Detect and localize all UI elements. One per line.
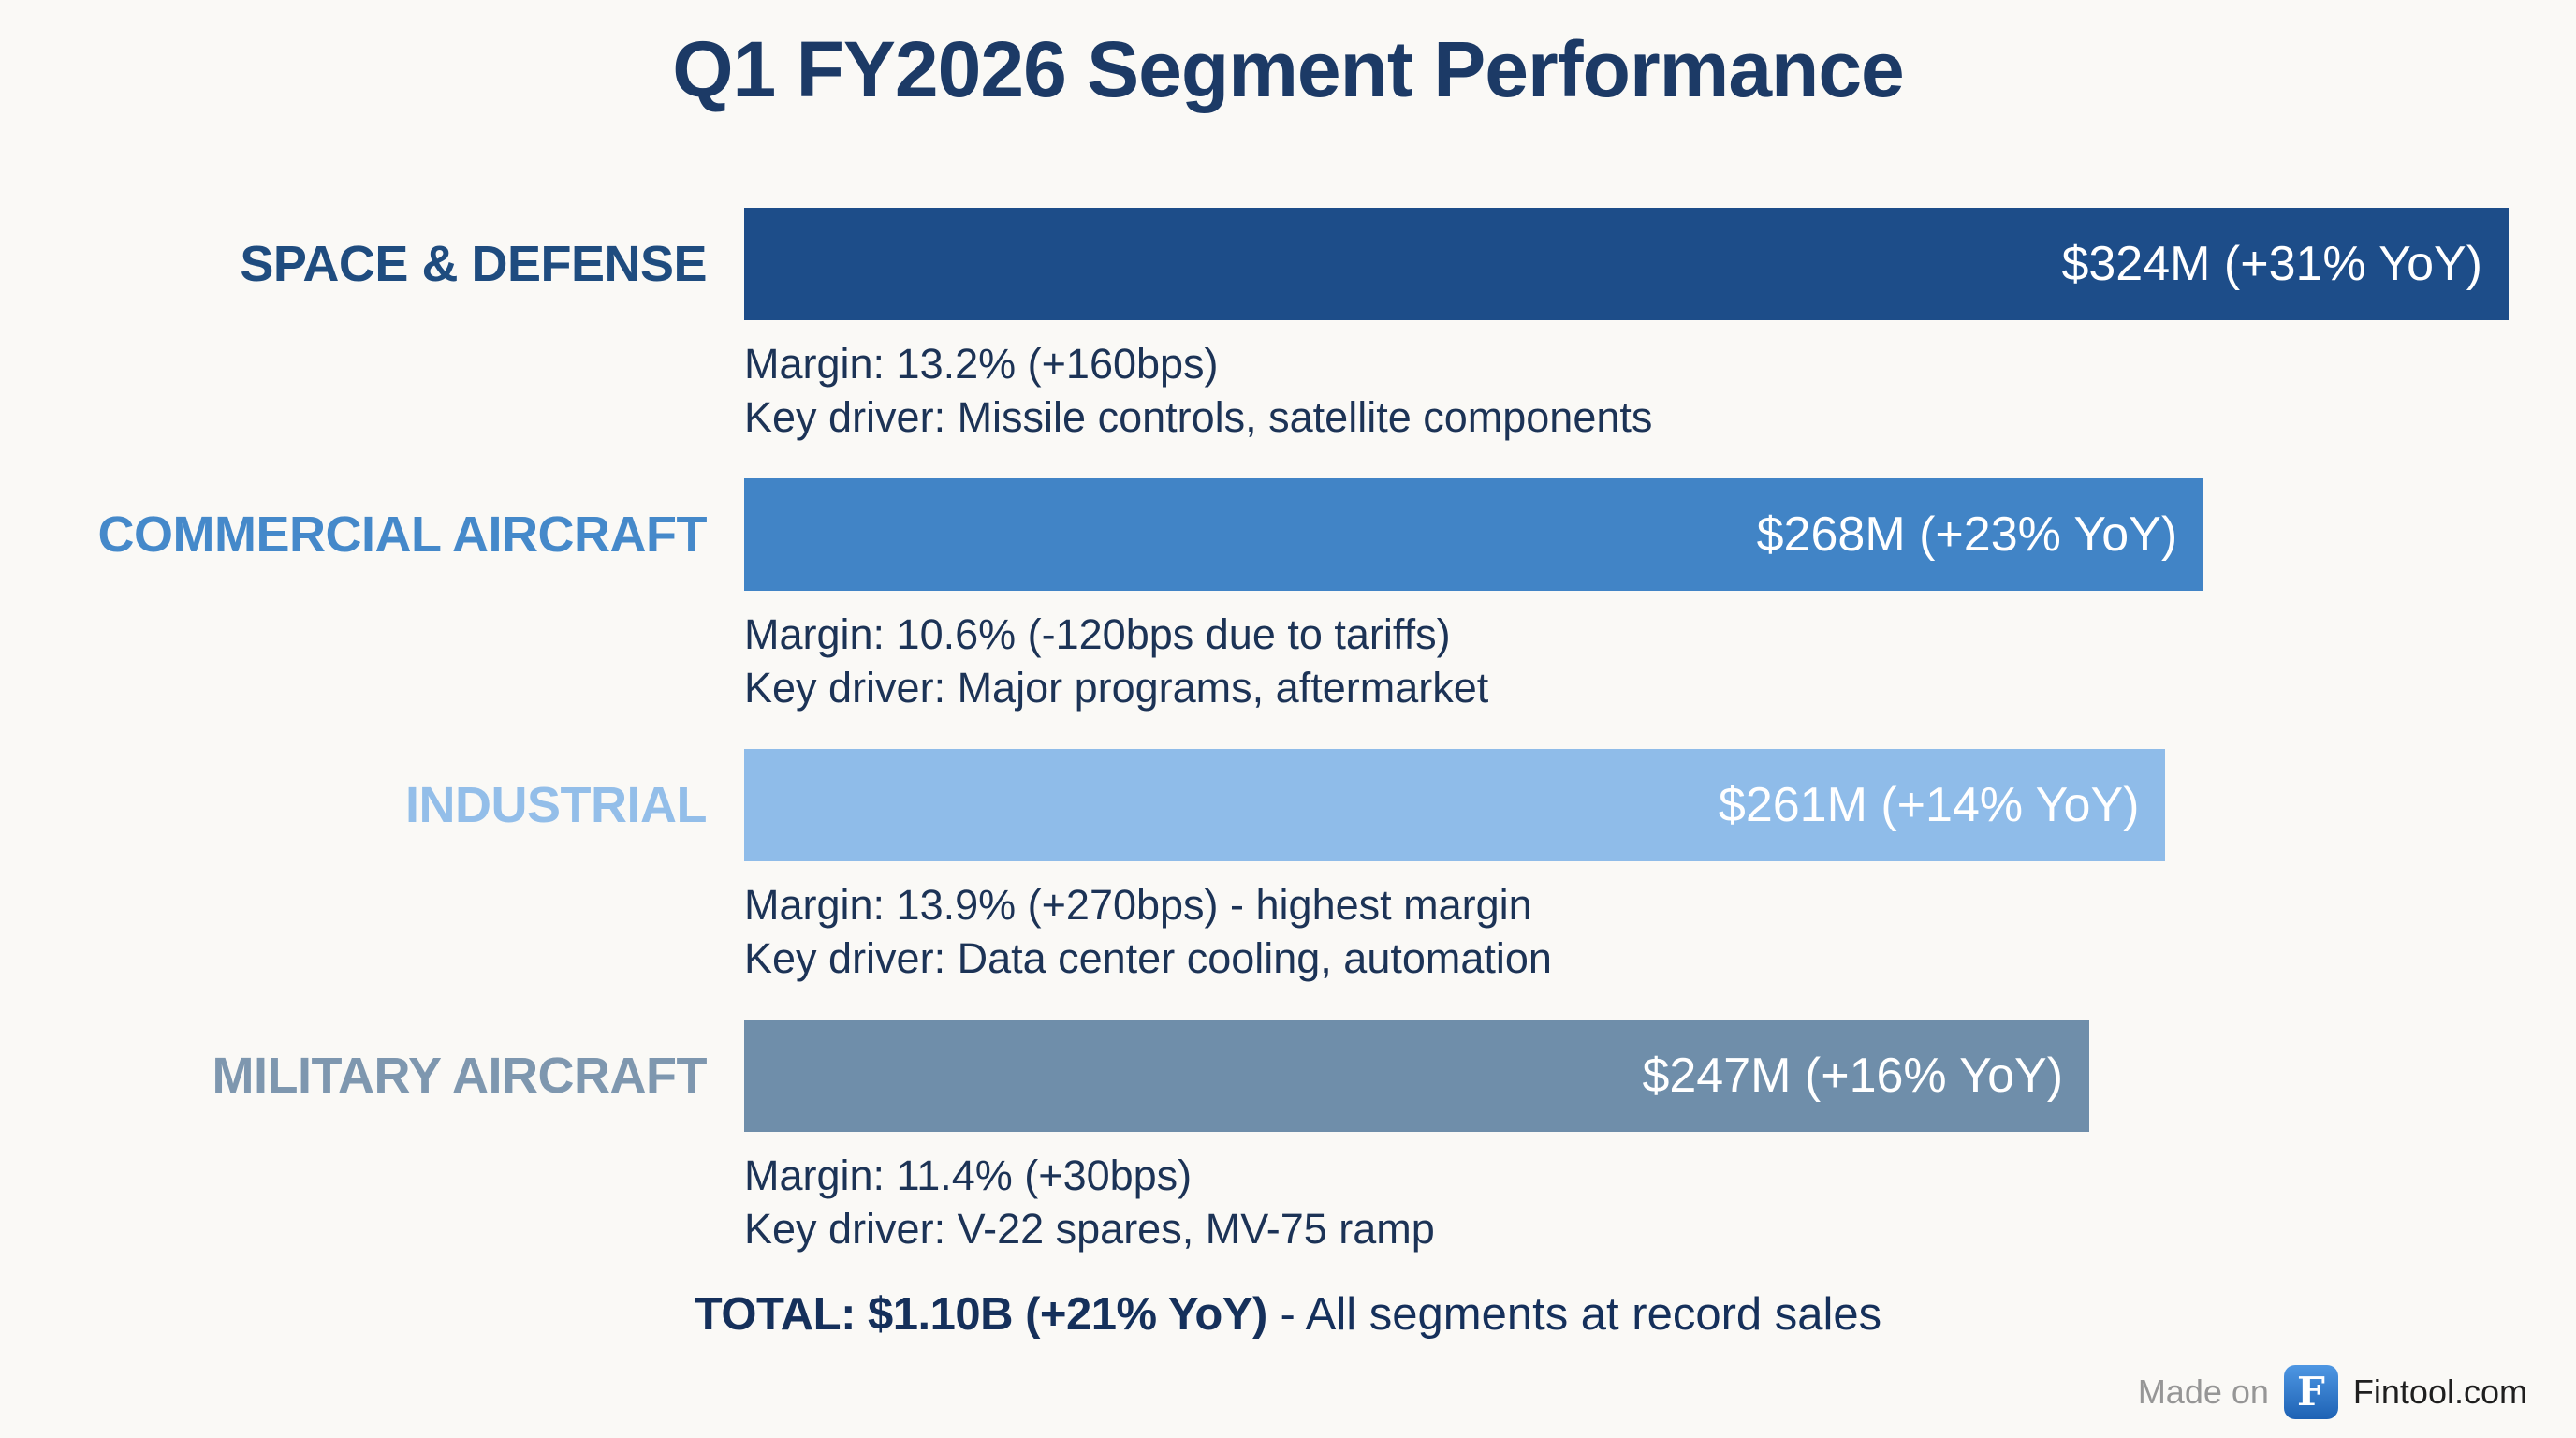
page-title: Q1 FY2026 Segment Performance <box>672 25 1905 113</box>
fintool-logo-letter: F <box>2297 1369 2325 1415</box>
fintool-brand-name: Fintool.com <box>2352 1372 2527 1411</box>
segment-row-industrial: INDUSTRIAL $261M (+14% YoY) Margin: 13.9… <box>0 749 2576 985</box>
total-note: - All segments at record sales <box>1266 1289 1882 1340</box>
segment-bar: $247M (+16% YoY) <box>744 1020 2090 1132</box>
segment-margin-text: Margin: 13.9% (+270bps) - highest margin <box>744 881 1532 929</box>
segment-row-space-defense: SPACE & DEFENSE $324M (+31% YoY) Margin:… <box>0 208 2576 444</box>
segment-label: INDUSTRIAL <box>405 777 707 833</box>
segment-label: MILITARY AIRCRAFT <box>212 1048 708 1104</box>
segment-bar: $268M (+23% YoY) <box>744 478 2204 591</box>
segment-value: $268M (+23% YoY) <box>1756 507 2178 562</box>
segment-row-military-aircraft: MILITARY AIRCRAFT $247M (+16% YoY) Margi… <box>0 1020 2576 1255</box>
segment-margin-text: Margin: 11.4% (+30bps) <box>744 1152 1193 1199</box>
segment-value: $247M (+16% YoY) <box>1642 1049 2064 1103</box>
total-summary: TOTAL: $1.10B (+21% YoY) - All segments … <box>0 1288 2576 1341</box>
fintool-logo-icon: F <box>2283 1365 2338 1419</box>
segment-key-driver-text: Key driver: V-22 spares, MV-75 ramp <box>744 1205 1435 1253</box>
segment-label: COMMERCIAL AIRCRAFT <box>97 506 708 563</box>
segment-bar-chart: SPACE & DEFENSE $324M (+31% YoY) Margin:… <box>0 208 2576 1290</box>
total-value: TOTAL: $1.10B (+21% YoY) <box>694 1289 1268 1340</box>
segment-margin-text: Margin: 10.6% (-120bps due to tariffs) <box>744 610 1451 658</box>
fintool-attribution: Made on F Fintool.com <box>2138 1365 2527 1419</box>
segment-label: SPACE & DEFENSE <box>240 236 707 292</box>
segment-bar: $261M (+14% YoY) <box>744 749 2166 861</box>
segment-key-driver-text: Key driver: Major programs, aftermarket <box>744 664 1489 712</box>
segment-key-driver-text: Key driver: Missile controls, satellite … <box>744 393 1653 441</box>
segment-value: $261M (+14% YoY) <box>1718 778 2140 832</box>
segment-value: $324M (+31% YoY) <box>2061 237 2482 291</box>
segment-key-driver-text: Key driver: Data center cooling, automat… <box>744 934 1552 982</box>
segment-margin-text: Margin: 13.2% (+160bps) <box>744 340 1219 388</box>
segment-row-commercial-aircraft: COMMERCIAL AIRCRAFT $268M (+23% YoY) Mar… <box>0 478 2576 714</box>
segment-bar: $324M (+31% YoY) <box>744 208 2509 320</box>
made-on-label: Made on <box>2137 1372 2269 1411</box>
